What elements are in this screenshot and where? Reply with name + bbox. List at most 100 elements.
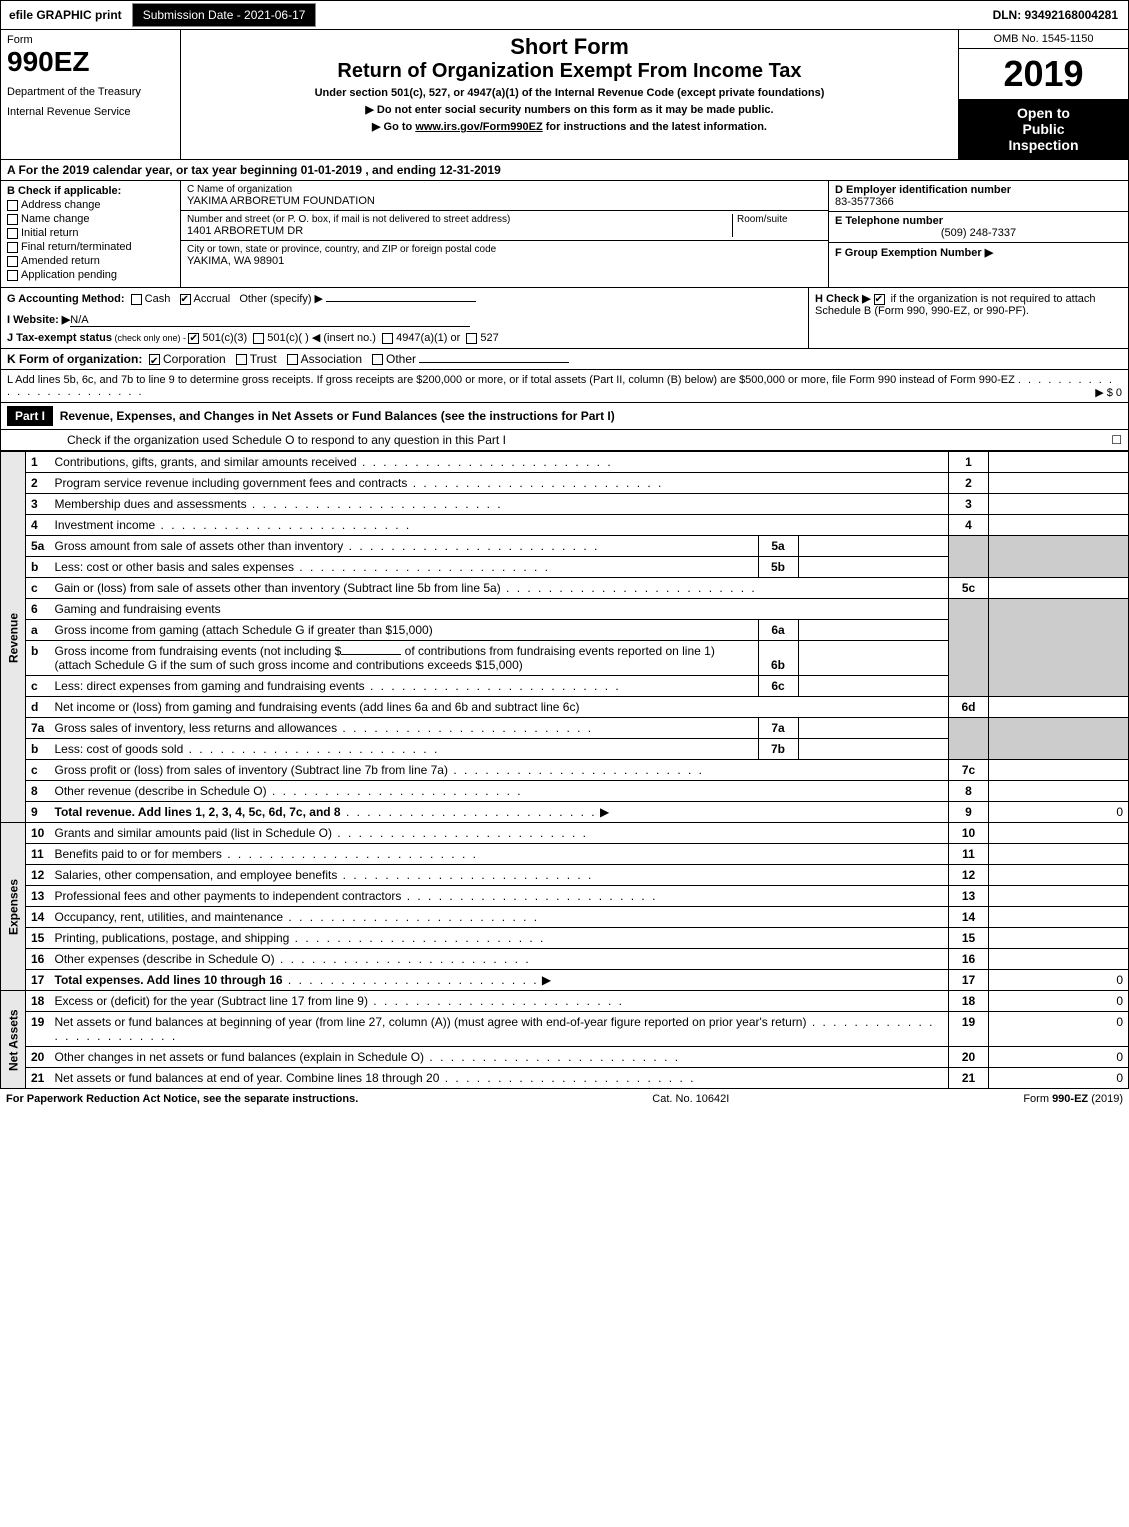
row-line9: 9 Total revenue. Add lines 1, 2, 3, 4, 5… xyxy=(1,802,1129,823)
chk-501c[interactable] xyxy=(253,333,264,344)
row-line7c: c Gross profit or (loss) from sales of i… xyxy=(1,760,1129,781)
l6b-subamount xyxy=(798,641,948,675)
chk-cash[interactable] xyxy=(131,294,142,305)
other-org-input[interactable] xyxy=(419,362,569,363)
section-l: L Add lines 5b, 6c, and 7b to line 9 to … xyxy=(0,370,1129,403)
l5a-subamount xyxy=(798,536,948,556)
entity-info-grid: B Check if applicable: Address change Na… xyxy=(0,181,1129,288)
assoc-label: Association xyxy=(301,352,362,366)
l15-text: Printing, publications, postage, and shi… xyxy=(55,931,290,945)
l-amount: ▶ $ 0 xyxy=(1095,386,1122,399)
527-label: 527 xyxy=(480,332,498,344)
row-line2: 2 Program service revenue including gove… xyxy=(1,473,1129,494)
open-line3: Inspection xyxy=(965,137,1122,153)
row-line5c: c Gain or (loss) from sale of assets oth… xyxy=(1,578,1129,599)
l5b-subamount xyxy=(798,557,948,577)
row-line4: 4 Investment income 4 xyxy=(1,515,1129,536)
title-short-form: Short Form xyxy=(187,34,952,60)
l5a-text: Gross amount from sale of assets other t… xyxy=(55,539,344,553)
org-name-label: C Name of organization xyxy=(187,184,822,195)
section-b: B Check if applicable: Address change Na… xyxy=(1,181,181,287)
chk-corporation[interactable] xyxy=(149,354,160,365)
row-line10: Expenses 10 Grants and similar amounts p… xyxy=(1,823,1129,844)
chk-schedule-b-not-required[interactable] xyxy=(874,294,885,305)
city-label: City or town, state or province, country… xyxy=(187,244,822,255)
chk-application-pending[interactable]: Application pending xyxy=(7,269,174,281)
l6-text: Gaming and fundraising events xyxy=(50,599,949,620)
submission-date-button[interactable]: Submission Date - 2021-06-17 xyxy=(132,3,317,27)
form-header: Form 990EZ Department of the Treasury In… xyxy=(0,30,1129,160)
l16-amount xyxy=(989,949,1129,970)
phone-value: (509) 248-7337 xyxy=(835,227,1122,239)
section-c: C Name of organization YAKIMA ARBORETUM … xyxy=(181,181,828,287)
part1-title: Revenue, Expenses, and Changes in Net As… xyxy=(60,409,615,423)
row-line12: 12 Salaries, other compensation, and emp… xyxy=(1,865,1129,886)
g-accounting: G Accounting Method: Cash Accrual Other … xyxy=(7,292,802,305)
501c3-label: 501(c)(3) xyxy=(202,332,247,344)
chk-other-org[interactable] xyxy=(372,354,383,365)
chk-trust[interactable] xyxy=(236,354,247,365)
dept-treasury: Department of the Treasury xyxy=(7,86,174,98)
l5b-text: Less: cost or other basis and sales expe… xyxy=(55,560,294,574)
city-row: City or town, state or province, country… xyxy=(181,241,828,270)
row-line8: 8 Other revenue (describe in Schedule O)… xyxy=(1,781,1129,802)
irs-link[interactable]: www.irs.gov/Form990EZ xyxy=(415,121,542,133)
header-right: OMB No. 1545-1150 2019 Open to Public In… xyxy=(958,30,1128,159)
l3-amount xyxy=(989,494,1129,515)
website-label: I Website: ▶ xyxy=(7,314,70,326)
row-line5a: 5a Gross amount from sale of assets othe… xyxy=(1,536,1129,557)
tax-year-period: A For the 2019 calendar year, or tax yea… xyxy=(0,160,1129,181)
l6d-text: Net income or (loss) from gaming and fun… xyxy=(55,700,580,714)
part1-check-text: Check if the organization used Schedule … xyxy=(7,433,506,447)
chk-527[interactable] xyxy=(466,333,477,344)
city-value: YAKIMA, WA 98901 xyxy=(187,255,822,267)
phone-row: E Telephone number (509) 248-7337 xyxy=(829,212,1128,243)
dept-irs: Internal Revenue Service xyxy=(7,106,174,118)
chk-amended-return[interactable]: Amended return xyxy=(7,255,174,267)
j-tax-exempt: J Tax-exempt status (check only one) - 5… xyxy=(7,331,802,344)
l7c-text: Gross profit or (loss) from sales of inv… xyxy=(55,763,448,777)
chk-4947[interactable] xyxy=(382,333,393,344)
section-def: D Employer identification number 83-3577… xyxy=(828,181,1128,287)
row-line17: 17 Total expenses. Add lines 10 through … xyxy=(1,970,1129,991)
l20-text: Other changes in net assets or fund bala… xyxy=(55,1050,425,1064)
website-value: N/A xyxy=(70,314,470,327)
l13-text: Professional fees and other payments to … xyxy=(55,889,402,903)
chk-address-change[interactable]: Address change xyxy=(7,199,174,211)
l17-text: Total expenses. Add lines 10 through 16 xyxy=(55,973,283,987)
corp-label: Corporation xyxy=(163,352,226,366)
i-website: I Website: ▶N/A xyxy=(7,313,802,327)
4947-label: 4947(a)(1) or xyxy=(396,332,460,344)
omb-number: OMB No. 1545-1150 xyxy=(959,30,1128,49)
chk-association[interactable] xyxy=(287,354,298,365)
other-specify-input[interactable] xyxy=(326,301,476,302)
l19-amount: 0 xyxy=(989,1012,1129,1047)
l9-text: Total revenue. Add lines 1, 2, 3, 4, 5c,… xyxy=(55,805,341,819)
l6b-blank[interactable] xyxy=(341,654,401,655)
other-specify: Other (specify) ▶ xyxy=(239,293,323,305)
ein-value: 83-3577366 xyxy=(835,196,1122,208)
efile-label: efile GRAPHIC print xyxy=(1,4,130,26)
l-text: L Add lines 5b, 6c, and 7b to line 9 to … xyxy=(7,374,1015,386)
revenue-vlabel: Revenue xyxy=(1,452,26,823)
row-line3: 3 Membership dues and assessments 3 xyxy=(1,494,1129,515)
part1-check-box[interactable]: ☐ xyxy=(1111,433,1122,447)
row-line13: 13 Professional fees and other payments … xyxy=(1,886,1129,907)
chk-501c3[interactable] xyxy=(188,333,199,344)
l14-amount xyxy=(989,907,1129,928)
chk-initial-return[interactable]: Initial return xyxy=(7,227,174,239)
chk-accrual[interactable] xyxy=(180,294,191,305)
row-line15: 15 Printing, publications, postage, and … xyxy=(1,928,1129,949)
l18-text: Excess or (deficit) for the year (Subtra… xyxy=(55,994,368,1008)
part1-check-row: Check if the organization used Schedule … xyxy=(0,430,1129,451)
l2-text: Program service revenue including govern… xyxy=(55,476,408,490)
gh-left: G Accounting Method: Cash Accrual Other … xyxy=(1,288,808,348)
header-center: Short Form Return of Organization Exempt… xyxy=(181,30,958,159)
part1-header-row: Part I Revenue, Expenses, and Changes in… xyxy=(0,403,1129,430)
chk-name-change[interactable]: Name change xyxy=(7,213,174,225)
chk-final-return[interactable]: Final return/terminated xyxy=(7,241,174,253)
section-k: K Form of organization: Corporation Trus… xyxy=(0,349,1129,370)
l12-text: Salaries, other compensation, and employ… xyxy=(55,868,338,882)
l18-amount: 0 xyxy=(989,991,1129,1012)
form-word: Form xyxy=(7,34,174,46)
